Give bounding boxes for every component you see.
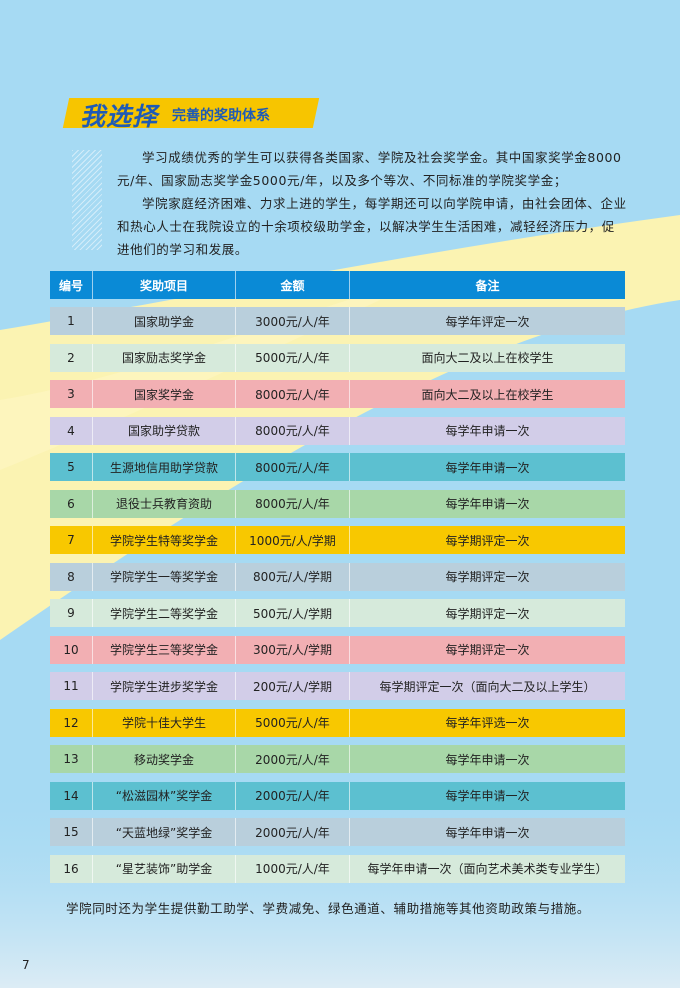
cell-amount: 8000元/人/年	[236, 416, 350, 445]
cell-number: 16	[50, 854, 93, 883]
cell-item: 学院学生进步奖学金	[93, 672, 236, 700]
cell-item: 移动奖学金	[93, 745, 236, 773]
cell-note: 每学期评定一次	[445, 606, 530, 621]
intro-paragraph: 学院家庭经济困难、力求上进的学生，每学期还可以向学院申请，由社会团体、企业和热心…	[117, 196, 627, 257]
cell-amount: 8000元/人/年	[236, 380, 350, 408]
cell-number: 1	[50, 307, 93, 335]
cell-item: 学院十佳大学生	[93, 708, 236, 737]
cell-item: 国家奖学金	[93, 380, 236, 408]
cell-item: 生源地信用助学贷款	[93, 453, 236, 481]
table-row: 7 学院学生特等奖学金 1000元/人/学期 每学期评定一次	[50, 526, 625, 554]
cell-note: 每学年申请一次	[445, 497, 530, 511]
cell-amount: 2000元/人/年	[236, 781, 350, 810]
cell-number: 15	[50, 818, 93, 846]
intro-text: 学习成绩优秀的学生可以获得各类国家、学院及社会奖学金。其中国家奖学金8000元/…	[117, 146, 627, 261]
cell-number: 4	[50, 416, 93, 445]
table-row: 8 学院学生一等奖学金 800元/人/学期 每学期评定一次	[50, 562, 625, 591]
cell-item: 国家助学金	[93, 307, 236, 335]
cell-item: 学院学生三等奖学金	[93, 635, 236, 664]
cell-number: 6	[50, 489, 93, 518]
cell-item: “天蓝地绿”奖学金	[93, 818, 236, 846]
cell-amount: 500元/人/学期	[236, 599, 350, 627]
table-header: 编号 奖助项目 金额 备注	[50, 271, 625, 299]
cell-amount: 2000元/人/年	[236, 745, 350, 773]
header-item: 奖助项目	[93, 271, 236, 299]
cell-number: 10	[50, 635, 93, 664]
cell-amount: 1000元/人/学期	[236, 526, 350, 554]
cell-number: 2	[50, 343, 93, 372]
table-row: 1 国家助学金 3000元/人/年 每学年评定一次	[50, 307, 625, 335]
cell-number: 14	[50, 781, 93, 810]
cell-note: 每学年申请一次	[445, 460, 530, 475]
cell-note: 每学年评定一次	[445, 314, 530, 329]
cell-item: 国家助学贷款	[93, 416, 236, 445]
cell-number: 5	[50, 453, 93, 481]
cell-item: “星艺装饰”助学金	[93, 854, 236, 883]
cell-amount: 8000元/人/年	[236, 453, 350, 481]
cell-number: 12	[50, 708, 93, 737]
footer-note: 学院同时还为学生提供勤工助学、学费减免、绿色通道、辅助措施等其他资助政策与措施。	[66, 901, 591, 916]
cell-number: 7	[50, 526, 93, 554]
table-row: 13 移动奖学金 2000元/人/年 每学年申请一次	[50, 745, 625, 773]
page-number: 7	[22, 958, 30, 972]
table-row: 12 学院十佳大学生 5000元/人/年 每学年评选一次	[50, 708, 625, 737]
table-row: 14 “松滋园林”奖学金 2000元/人/年 每学年申请一次	[50, 781, 625, 810]
cell-note: 每学年申请一次	[445, 424, 530, 438]
cell-item: “松滋园林”奖学金	[93, 781, 236, 810]
table-row: 15 “天蓝地绿”奖学金 2000元/人/年 每学年申请一次	[50, 818, 625, 846]
cell-number: 8	[50, 562, 93, 591]
cell-amount: 200元/人/学期	[236, 672, 350, 700]
cell-note: 每学期评定一次	[445, 570, 530, 584]
table-row: 5 生源地信用助学贷款 8000元/人/年 每学年申请一次	[50, 453, 625, 481]
table-row: 16 “星艺装饰”助学金 1000元/人/年 每学年申请一次（面向艺术美术类专业学生）	[50, 854, 625, 883]
cell-amount: 5000元/人/年	[236, 343, 350, 372]
cell-amount: 8000元/人/年	[236, 489, 350, 518]
table-row: 2 国家励志奖学金 5000元/人/年 面向大二及以上在校学生	[50, 343, 625, 372]
cell-number: 11	[50, 672, 93, 700]
cell-note: 每学年申请一次	[445, 825, 530, 840]
cell-note: 每学年申请一次（面向艺术美术类专业学生）	[367, 862, 608, 876]
cell-note: 每学期评定一次（面向大二及以上学生）	[379, 679, 596, 694]
decorative-hatch	[72, 150, 102, 250]
table-row: 9 学院学生二等奖学金 500元/人/学期 每学期评定一次	[50, 599, 625, 627]
table-row: 11 学院学生进步奖学金 200元/人/学期 每学期评定一次（面向大二及以上学生）	[50, 672, 625, 700]
header-note: 备注	[475, 278, 500, 293]
cell-amount: 800元/人/学期	[236, 562, 350, 591]
cell-amount: 300元/人/学期	[236, 635, 350, 664]
header-no: 编号	[50, 271, 93, 299]
cell-number: 3	[50, 380, 93, 408]
cell-item: 学院学生一等奖学金	[93, 562, 236, 591]
table-row: 10 学院学生三等奖学金 300元/人/学期 每学期评定一次	[50, 635, 625, 664]
cell-item: 学院学生二等奖学金	[93, 599, 236, 627]
cell-amount: 1000元/人/年	[236, 854, 350, 883]
title-subtitle: 完善的奖助体系	[172, 108, 270, 124]
cell-note: 每学期评定一次	[445, 533, 530, 548]
title-main: 我选择	[80, 102, 159, 131]
cell-note: 每学年申请一次	[445, 789, 530, 803]
cell-note: 面向大二及以上在校学生	[421, 351, 554, 365]
cell-note: 每学期评定一次	[445, 643, 530, 657]
cell-item: 退役士兵教育资助	[93, 489, 236, 518]
table-row: 4 国家助学贷款 8000元/人/年 每学年申请一次	[50, 416, 625, 445]
cell-item: 国家励志奖学金	[93, 343, 236, 372]
cell-note: 面向大二及以上在校学生	[421, 387, 554, 402]
table-row: 6 退役士兵教育资助 8000元/人/年 每学年申请一次	[50, 489, 625, 518]
cell-note: 每学年评选一次	[445, 716, 530, 730]
cell-amount: 2000元/人/年	[236, 818, 350, 846]
cell-item: 学院学生特等奖学金	[93, 526, 236, 554]
cell-number: 13	[50, 745, 93, 773]
cell-amount: 3000元/人/年	[236, 307, 350, 335]
table-row: 3 国家奖学金 8000元/人/年 面向大二及以上在校学生	[50, 380, 625, 408]
cell-amount: 5000元/人/年	[236, 708, 350, 737]
intro-paragraph: 学习成绩优秀的学生可以获得各类国家、学院及社会奖学金。其中国家奖学金8000元/…	[117, 150, 622, 188]
cell-number: 9	[50, 599, 93, 627]
header-amount: 金额	[236, 271, 350, 299]
cell-note: 每学年申请一次	[445, 752, 530, 767]
